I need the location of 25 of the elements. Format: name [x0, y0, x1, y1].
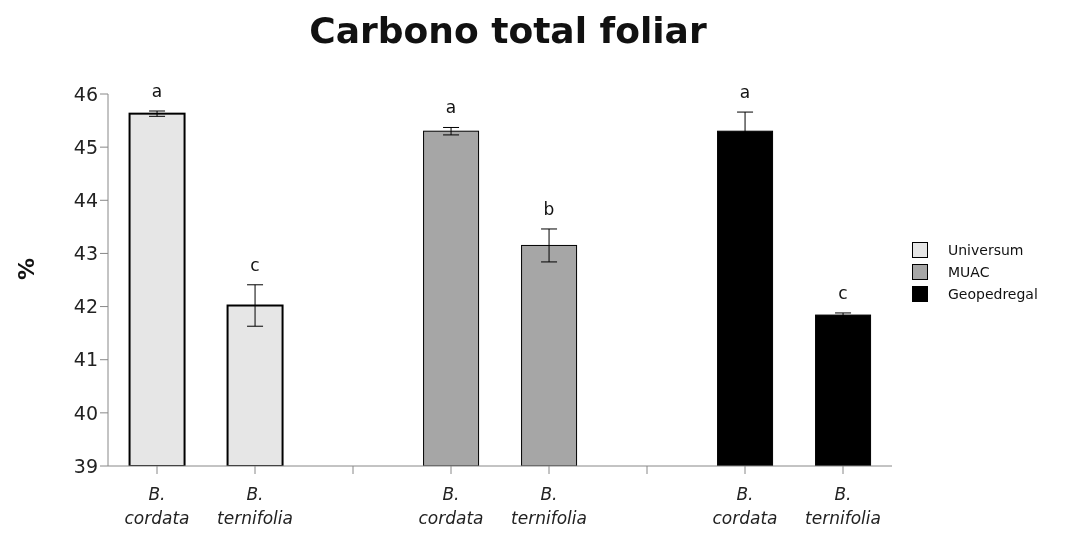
chart-title: Carbono total foliar [308, 10, 708, 51]
y-tick-label: 43 [73, 242, 98, 265]
x-tick-label: B. cordata [418, 484, 484, 528]
data-label: a [739, 82, 751, 103]
data-label: c [250, 254, 260, 275]
y-tick-label: 45 [73, 135, 98, 158]
y-tick-label: 42 [73, 295, 98, 318]
legend-label: Geopedregal [948, 286, 1038, 302]
x-tick-label: B. cordata [712, 484, 778, 528]
y-tick-label: 46 [73, 82, 98, 105]
y-tick-label: 44 [73, 189, 98, 212]
y-tick-label: 41 [73, 348, 98, 371]
data-label: a [445, 97, 457, 118]
data-label: c [838, 282, 848, 303]
data-label: a [151, 81, 163, 102]
legend-label: MUAC [948, 264, 990, 280]
x-tick-label: B. ternifolia [511, 484, 587, 528]
legend-label: Universum [948, 242, 1024, 258]
x-tick-label: B. cordata [124, 484, 190, 528]
y-tick-label: 40 [73, 401, 98, 424]
x-tick-label: B. ternifolia [217, 484, 293, 528]
y-tick-label: 39 [73, 454, 98, 477]
x-tick-label: B. ternifolia [805, 484, 881, 528]
y-axis-title: % [13, 257, 39, 280]
data-label: b [543, 198, 555, 219]
